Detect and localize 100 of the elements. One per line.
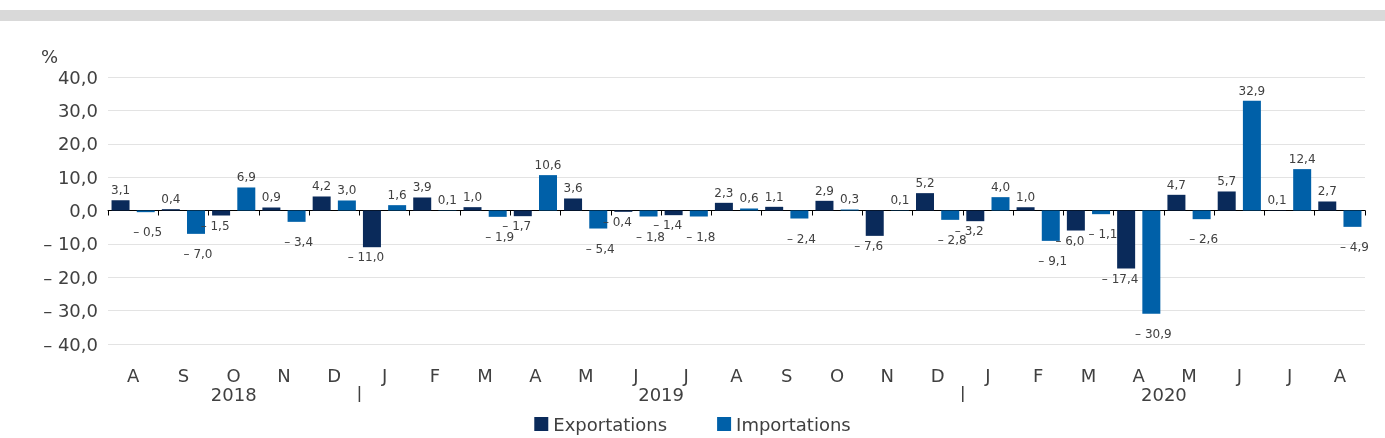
data-label: 2,7 [1317,184,1337,199]
data-label: – 1,1 [1088,227,1118,242]
data-label: – 7,0 [183,246,213,261]
data-label: – 0,4 [602,214,632,229]
data-label: 0,6 [739,191,759,206]
data-label: 0,4 [161,192,181,207]
x-tick-label: J [1285,364,1293,386]
bar [111,200,130,211]
x-tick-label: M [577,364,594,386]
bar [765,206,784,211]
bar [538,175,557,211]
bar [740,208,759,211]
text: 2019 [638,383,684,405]
bar [1117,210,1136,269]
legend-label: Exportations [553,413,668,435]
bar [1242,100,1261,211]
data-label: 3,0 [337,183,357,198]
data-label: 0,9 [261,190,281,205]
bar [589,210,608,229]
y-tick-label: – 40,0 [43,333,98,355]
text: 2018 [210,383,257,405]
x-tick-label: J [1235,364,1242,386]
bar [463,207,482,211]
data-label: – 2,6 [1189,232,1219,247]
x-tick-label: J [984,364,991,386]
data-label: 1,0 [1016,190,1036,205]
data-label: – 4,9 [1340,239,1369,254]
bar [941,210,960,220]
data-label: 6,9 [236,170,256,185]
bar [262,207,281,211]
data-label: 32,9 [1238,83,1266,98]
x-tick-label: M [477,364,493,386]
x-tick-label: D [327,364,342,386]
data-label: – 7,6 [854,238,884,253]
y-tick-label: 30,0 [57,99,98,121]
bar [1217,191,1236,211]
x-tick-label: F [1033,364,1044,386]
data-label: 2,9 [814,183,835,198]
data-label: – 5,4 [585,241,615,256]
data-label: – 6,0 [1055,233,1085,248]
x-tick-label: J [632,364,639,386]
text: 2020 [1140,383,1187,405]
data-label: 5,2 [915,176,935,191]
bar [1041,210,1060,241]
y-tick-label: – 30,0 [43,300,98,322]
data-label: – 9,1 [1038,253,1068,268]
data-label: 0,1 [1267,193,1287,208]
y-axis-title: % [40,45,58,67]
data-label: – 30,9 [1135,326,1172,341]
data-label: 4,7 [1166,177,1186,192]
data-label: 1,6 [387,188,407,203]
data-label: 1,0 [462,190,483,205]
bar [212,210,231,216]
y-tick-label: – 10,0 [43,233,98,255]
bar [1318,201,1337,211]
bar [714,202,733,211]
x-tick-label: D [930,364,945,386]
bar [991,197,1010,211]
data-label: 3,9 [412,180,432,195]
x-tick-label: S [781,364,793,386]
data-label: 1,1 [764,189,784,204]
bar [1142,210,1161,314]
x-tick-label: J [682,364,689,386]
bar [488,210,507,217]
data-label: – 3,4 [284,234,314,249]
x-tick-label: M [1181,364,1197,386]
x-tick-label: O [829,364,845,386]
x-tick-label: A [126,364,140,386]
data-label: – 0,5 [133,225,163,240]
bar [337,200,356,211]
bar [639,210,658,217]
bar [287,210,306,222]
data-label: – 1,8 [686,229,716,244]
x-tick-label: M [1080,364,1097,386]
x-tick-label: F [429,364,440,386]
bar [564,198,583,211]
x-tick-label: N [880,364,895,386]
bar [865,210,884,236]
data-label: – 1,9 [485,229,515,244]
data-label: 0,1 [437,193,457,208]
y-tick-label: 20,0 [57,133,98,155]
x-tick-label: A [730,364,744,386]
y-tick-label: 0,0 [69,200,98,221]
bar [966,210,985,222]
bar [1066,210,1085,231]
bar [1293,169,1312,211]
bar [187,210,206,234]
bar [815,200,834,211]
data-label: – 11,0 [347,250,385,265]
x-tick-label: N [277,364,291,386]
data-label: – 1,5 [200,218,230,233]
data-label: – 2,4 [786,231,816,246]
data-label: 2,3 [714,185,734,200]
data-label: 10,6 [534,158,562,173]
y-tick-label: – 20,0 [43,266,98,288]
bar [1343,210,1362,227]
x-tick-label: S [177,364,190,386]
data-label: 0,3 [840,192,860,207]
bar [312,196,331,211]
data-label: 12,4 [1288,152,1316,167]
